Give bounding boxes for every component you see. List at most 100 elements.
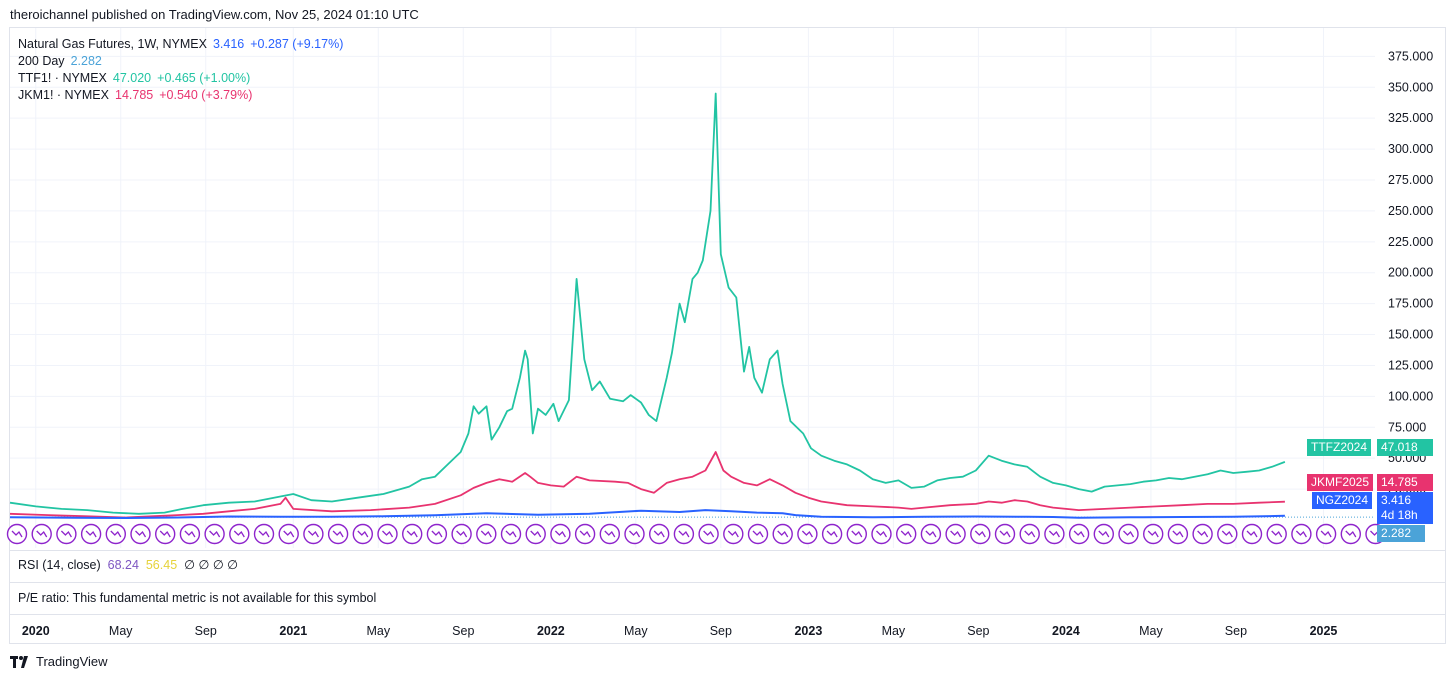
event-marker-icon bbox=[204, 523, 225, 545]
legend-ng[interactable]: Natural Gas Futures, 1W, NYMEX 3.416 +0.28… bbox=[18, 37, 349, 51]
legend-jkm[interactable]: JKM1! · NYMEX 14.785 +0.540 (+3.79%) bbox=[18, 88, 258, 102]
event-marker-glyph bbox=[1123, 530, 1135, 538]
event-marker-icon bbox=[1142, 523, 1164, 545]
jkm-series-line bbox=[9, 451, 1285, 519]
rsi-ma-value: 56.45 bbox=[145, 558, 178, 572]
event-marker-glyph bbox=[900, 530, 912, 538]
event-marker-icon bbox=[574, 523, 596, 545]
event-marker-icon bbox=[451, 523, 472, 545]
event-marker-icon bbox=[1019, 523, 1040, 545]
legend-ma[interactable]: 200 Day 2.282 bbox=[18, 54, 108, 68]
event-marker-glyph bbox=[307, 530, 319, 538]
ng-series-line bbox=[9, 509, 1285, 519]
event-marker-glyph bbox=[653, 530, 665, 538]
event-marker-glyph bbox=[1345, 530, 1357, 538]
event-marker-glyph bbox=[999, 530, 1011, 538]
y-tick-label: 75.000 bbox=[1388, 420, 1426, 434]
time-axis-label: 2025 bbox=[1309, 624, 1338, 638]
event-marker-icon bbox=[1340, 523, 1362, 545]
event-marker-icon bbox=[253, 523, 275, 545]
event-marker-icon bbox=[920, 523, 942, 545]
event-marker-glyph bbox=[629, 530, 641, 538]
grid bbox=[10, 28, 1375, 548]
event-marker-icon bbox=[970, 523, 991, 545]
event-marker-icon bbox=[821, 523, 843, 545]
y-tick-label: 250.000 bbox=[1388, 204, 1433, 218]
event-marker-glyph bbox=[851, 530, 863, 538]
event-marker-glyph bbox=[950, 530, 962, 538]
event-marker-glyph bbox=[1271, 530, 1283, 538]
event-marker-glyph bbox=[159, 530, 171, 538]
ng-countdown-tag: 4d 18h bbox=[1377, 507, 1433, 524]
legend-ttf-title: TTF1! · NYMEX bbox=[18, 71, 107, 85]
y-tick-label: 100.000 bbox=[1388, 389, 1433, 403]
event-marker-glyph bbox=[1073, 530, 1085, 538]
event-marker-icon bbox=[871, 523, 892, 545]
event-marker-glyph bbox=[826, 530, 838, 538]
ng-price-tag: 3.416 bbox=[1377, 492, 1433, 509]
legend-jkm-change: +0.540 (+3.79%) bbox=[159, 88, 253, 102]
jkm-price-tag: 14.785 bbox=[1377, 474, 1433, 491]
event-marker-icon bbox=[426, 523, 448, 545]
brand-name: TradingView bbox=[36, 654, 108, 669]
ttf-symbol-tag: TTFZ2024 bbox=[1307, 439, 1372, 456]
time-axis-label: May bbox=[624, 624, 648, 638]
legend-ng-value: 3.416 bbox=[212, 37, 245, 51]
event-marker-glyph bbox=[801, 530, 813, 538]
rsi-pane[interactable]: RSI (14, close) 68.24 56.45 ∅ ∅ ∅ ∅ bbox=[10, 550, 1445, 582]
chart-frame bbox=[9, 27, 1446, 644]
event-marker-icon bbox=[846, 523, 867, 545]
event-marker-glyph bbox=[1172, 530, 1184, 538]
event-marker-icon bbox=[377, 523, 398, 545]
legend-ttf-change: +0.465 (+1.00%) bbox=[157, 71, 251, 85]
event-marker-icon bbox=[179, 523, 201, 545]
event-marker-icon bbox=[525, 523, 546, 545]
event-marker-glyph bbox=[1320, 530, 1332, 538]
event-marker-glyph bbox=[554, 530, 566, 538]
event-marker-glyph bbox=[456, 530, 468, 538]
legend-ttf[interactable]: TTF1! · NYMEX 47.020 +0.465 (+1.00%) bbox=[18, 71, 256, 85]
ma-price-tag: 2.282 bbox=[1377, 525, 1425, 542]
event-marker-icon bbox=[1118, 523, 1139, 545]
event-marker-icon bbox=[1068, 523, 1090, 545]
legend-ma-value: 2.282 bbox=[70, 54, 102, 68]
event-marker-glyph bbox=[530, 530, 542, 538]
event-marker-icon bbox=[673, 523, 695, 545]
event-marker-glyph bbox=[1024, 530, 1036, 538]
event-marker-icon bbox=[649, 523, 670, 545]
event-marker-icon bbox=[723, 523, 744, 545]
ttf-price-tag: 47.018 bbox=[1377, 439, 1433, 456]
ttf-series-line bbox=[9, 92, 1286, 515]
publish-header: theroichannel published on TradingView.c… bbox=[10, 7, 419, 22]
y-tick-label: 225.000 bbox=[1388, 235, 1433, 249]
event-marker-glyph bbox=[382, 530, 394, 538]
time-axis-label: 2021 bbox=[279, 624, 308, 638]
event-marker-icon bbox=[278, 523, 299, 545]
y-tick-label: 150.000 bbox=[1388, 328, 1433, 342]
event-marker-icon bbox=[154, 523, 176, 545]
event-marker-icon bbox=[130, 523, 151, 545]
event-marker-icon bbox=[599, 523, 620, 545]
ng-symbol-tag: NGZ2024 bbox=[1312, 492, 1373, 509]
event-marker-glyph bbox=[876, 530, 888, 538]
event-marker-icon bbox=[1093, 523, 1115, 545]
tradingview-brand[interactable]: TradingView bbox=[10, 654, 108, 669]
event-markers bbox=[6, 523, 1386, 545]
y-tick-label: 350.000 bbox=[1388, 80, 1433, 94]
time-axis[interactable]: 2020 May Sep 2021 May Sep 2022 May Sep 2023 May Sep… bbox=[10, 614, 1445, 645]
event-marker-icon bbox=[476, 523, 497, 545]
event-marker-glyph bbox=[332, 530, 344, 538]
pe-pane[interactable]: P/E ratio: This fundamental metric is no… bbox=[10, 582, 1445, 615]
event-marker-glyph bbox=[60, 530, 72, 538]
event-marker-glyph bbox=[209, 530, 221, 538]
y-tick-label: 275.000 bbox=[1388, 173, 1433, 187]
legend-ttf-value: 47.020 bbox=[112, 71, 152, 85]
time-axis-label: Sep bbox=[194, 624, 217, 638]
event-marker-glyph bbox=[135, 530, 147, 538]
event-marker-icon bbox=[229, 523, 250, 545]
event-marker-glyph bbox=[258, 530, 270, 538]
event-marker-icon bbox=[1241, 523, 1263, 545]
event-marker-icon bbox=[896, 523, 917, 545]
tradingview-logo-icon bbox=[10, 655, 28, 668]
